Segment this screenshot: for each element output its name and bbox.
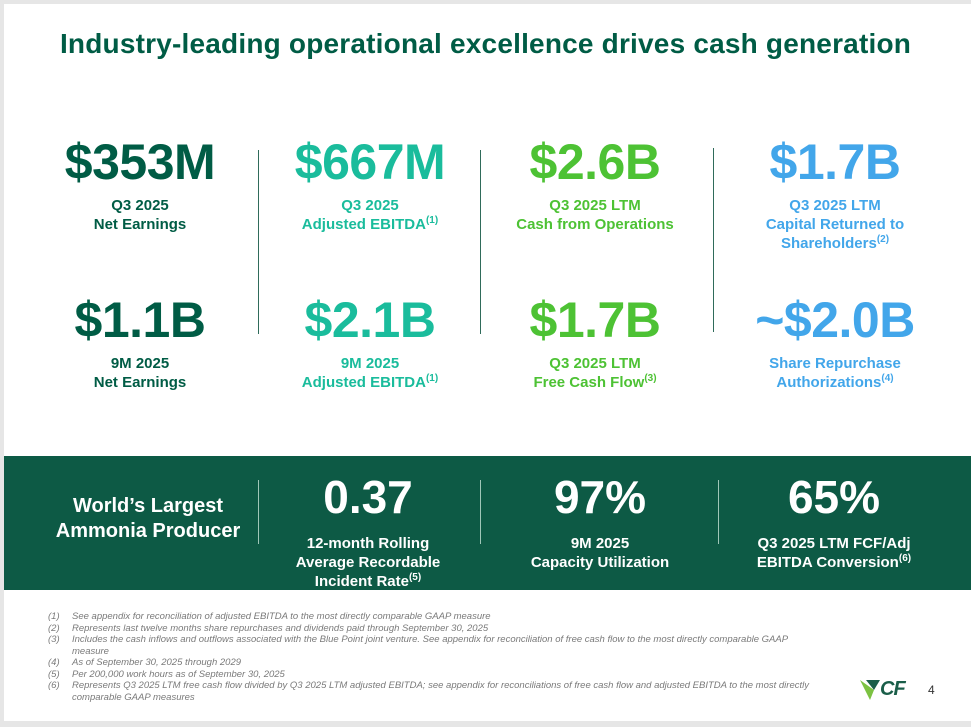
footnote-ref: (5) (408, 572, 422, 583)
footnote-number: (5) (48, 668, 60, 680)
page-number: 4 (928, 683, 935, 697)
metric-value: $353M (64, 134, 216, 190)
metric-q3-ltm-capital-returned: $1.7B Q3 2025 LTM Capital Returned to Sh… (730, 134, 940, 253)
stat-value: 65% (787, 471, 881, 523)
footnote-ref: (2) (876, 234, 890, 245)
band-divider (258, 480, 259, 544)
metric-period: Q3 2025 (111, 197, 169, 214)
metric-q3-adjusted-ebitda: $667M Q3 2025 Adjusted EBITDA(1) (270, 134, 470, 234)
footnote-ref: (6) (898, 553, 912, 564)
stat-value: 0.37 (323, 471, 413, 523)
metric-period: Q3 2025 (341, 197, 399, 214)
metric-value: $667M (294, 134, 446, 190)
metric-label: Cash from Operations (516, 216, 674, 233)
footnote-number: (4) (48, 657, 60, 668)
metric-9m-net-earnings: $1.1B 9M 2025 Net Earnings (40, 292, 240, 392)
footnote-text: Represents last twelve months share repu… (72, 622, 489, 634)
metric-period: Q3 2025 LTM (549, 197, 641, 214)
footnote-ref: (3) (644, 373, 657, 384)
metric-label: Adjusted EBITDA (301, 216, 426, 233)
footnote-text: See appendix for reconciliation of adjus… (72, 611, 491, 622)
metric-share-repurchase-authorizations: ~$2.0B Share Repurchase Authorizations(4… (730, 292, 940, 392)
metric-value: $1.1B (74, 292, 206, 348)
metric-label: Net Earnings (93, 216, 187, 233)
metric-period: Q3 2025 LTM (549, 355, 641, 372)
footnote-text: As of September 30, 2025 through 2029 (72, 657, 242, 668)
stat-label: Q3 2025 LTM FCF/Adj (757, 535, 911, 552)
footnote-text: Represents Q3 2025 LTM free cash flow di… (72, 680, 809, 703)
metric-q3-ltm-free-cash-flow: $1.7B Q3 2025 LTM Free Cash Flow(3) (490, 292, 700, 392)
metric-period: Q3 2025 LTM (789, 197, 881, 214)
metric-value: ~$2.0B (755, 292, 915, 348)
footnote-text: Per 200,000 work hours as of September 3… (72, 668, 285, 680)
stat-label: Incident Rate (314, 573, 409, 590)
column-divider (258, 150, 259, 334)
cf-logo-icon (860, 680, 880, 700)
band-divider (480, 480, 481, 544)
metric-label: Adjusted EBITDA (301, 374, 426, 391)
stat-label: EBITDA Conversion (756, 554, 899, 571)
footnote-number: (3) (48, 634, 60, 645)
metric-label-cont: Authorizations (776, 374, 882, 391)
metric-label: Free Cash Flow (533, 374, 645, 391)
stat-fcf-conversion: 65% Q3 2025 LTM FCF/Adj EBITDA Conversio… (734, 472, 934, 572)
metric-q3-ltm-cash-from-operations: $2.6B Q3 2025 LTM Cash from Operations (490, 134, 700, 234)
metric-q3-net-earnings: $353M Q3 2025 Net Earnings (40, 134, 240, 234)
stat-value: 97% (553, 471, 647, 523)
column-divider (480, 150, 481, 334)
column-divider (713, 148, 714, 332)
footnote: (3) Includes the cash inflows and outflo… (48, 634, 848, 657)
tagline-line: Ammonia Producer (55, 520, 241, 542)
metric-value: $1.7B (769, 134, 901, 190)
footnote: (1) See appendix for reconciliation of a… (48, 611, 848, 623)
footnote-text: Includes the cash inflows and outflows a… (72, 634, 788, 657)
footnote-ref: (1) (425, 373, 439, 384)
footnote-ref: (4) (881, 373, 894, 384)
stat-incident-rate: 0.37 12-month Rolling Average Recordable… (268, 472, 468, 591)
metric-period: 9M 2025 (110, 355, 170, 372)
tagline-line: World’s Largest (72, 495, 224, 517)
metric-label-cont: Shareholders (780, 235, 877, 252)
footnote: (2) Represents last twelve months share … (48, 623, 848, 635)
band-tagline: World’s Largest Ammonia Producer (28, 494, 268, 544)
footnote: (5) Per 200,000 work hours as of Septemb… (48, 669, 848, 681)
stat-capacity-utilization: 97% 9M 2025 Capacity Utilization (500, 472, 700, 572)
metric-value: $2.6B (529, 134, 661, 190)
metric-label: Share Repurchase (769, 355, 901, 372)
band-divider (718, 480, 719, 544)
footnote: (4) As of September 30, 2025 through 202… (48, 657, 848, 669)
stat-label: 12-month Rolling (306, 535, 430, 552)
metric-9m-adjusted-ebitda: $2.1B 9M 2025 Adjusted EBITDA(1) (270, 292, 470, 392)
slide-frame-left (0, 0, 4, 727)
slide-frame-top (0, 0, 971, 4)
metric-label: Net Earnings (93, 374, 187, 391)
stat-label: Average Recordable (295, 554, 441, 571)
footnote-ref: (1) (425, 215, 439, 226)
logo-text: CF (880, 678, 906, 700)
footnote-number: (2) (48, 622, 60, 634)
metric-value: $2.1B (304, 292, 436, 348)
metric-label: Capital Returned to (765, 216, 905, 233)
footnote: (6) Represents Q3 2025 LTM free cash flo… (48, 680, 848, 703)
metric-value: $1.7B (529, 292, 661, 348)
slide-title: Industry-leading operational excellence … (59, 28, 912, 59)
slide-frame-bottom (0, 721, 971, 727)
footnote-number: (6) (48, 680, 60, 691)
footnote-number: (1) (48, 611, 60, 622)
stat-label: 9M 2025 (570, 535, 630, 552)
metric-period: 9M 2025 (340, 355, 400, 372)
highlight-band: World’s Largest Ammonia Producer 0.37 12… (4, 456, 971, 590)
footnotes: (1) See appendix for reconciliation of a… (48, 611, 848, 703)
stat-label: Capacity Utilization (530, 554, 670, 571)
